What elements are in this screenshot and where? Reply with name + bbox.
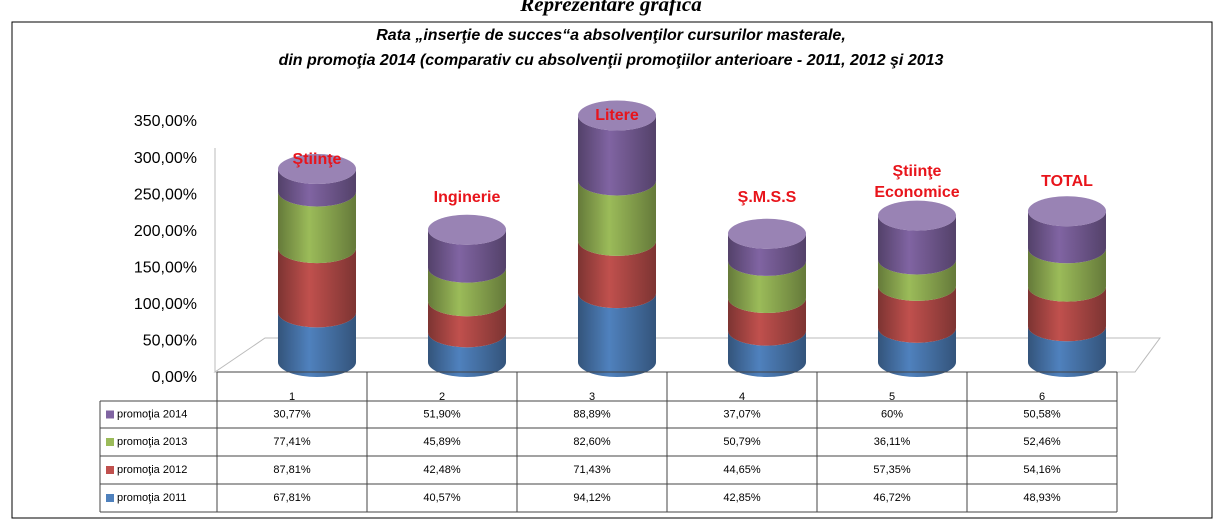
- legend-label: promoţia 2012: [117, 464, 187, 476]
- category-annotation: Ştiinţe: [893, 163, 942, 180]
- cylinder-shade: [728, 330, 806, 377]
- cylinder-shade: [578, 293, 656, 377]
- category-annotation: Economice: [874, 184, 959, 201]
- cylinder-top-light: [878, 200, 956, 231]
- cylinder-shade: [878, 215, 956, 275]
- cylinder-shade: [878, 327, 956, 377]
- cylinder-top: [278, 154, 356, 185]
- cylinder-shade: [1028, 211, 1106, 264]
- cylinder-shade: [428, 332, 506, 377]
- y-tick-label: 0,00%: [152, 369, 197, 386]
- cylinder-top-light: [278, 154, 356, 185]
- legend-label: promoţia 2013: [117, 436, 187, 448]
- chart-frame: [11, 21, 1213, 519]
- table-value: 87,81%: [273, 464, 311, 476]
- table-value: 77,41%: [273, 436, 311, 448]
- chart-title: Rata „inserţie de succes“a absolvenţilor…: [376, 27, 846, 44]
- table-value: 42,85%: [723, 492, 761, 504]
- table-value: 60%: [881, 408, 903, 420]
- cylinder-top-light: [728, 218, 806, 249]
- cylinder-top: [578, 100, 656, 131]
- y-tick-label: 250,00%: [134, 186, 197, 203]
- cylinder-shade: [278, 169, 356, 207]
- cylinder-shade: [1028, 248, 1106, 302]
- cylinder-shade: [878, 259, 956, 301]
- cylinder-top-light: [578, 100, 656, 131]
- cylinder-top-light: [428, 214, 506, 245]
- table-value: 30,77%: [273, 408, 311, 420]
- legend-swatch: [106, 410, 114, 419]
- table-value: 42,48%: [423, 464, 461, 476]
- table-value: 45,89%: [423, 436, 461, 448]
- table-value: 50,58%: [1023, 408, 1061, 420]
- x-tick-label: 3: [589, 391, 595, 403]
- cylinder-shade: [578, 180, 656, 256]
- cylinder-shade: [728, 298, 806, 346]
- category-annotation: Ş.M.S.S: [738, 189, 797, 206]
- table-value: 54,16%: [1023, 464, 1061, 476]
- cylinder-shade: [278, 312, 356, 377]
- cylinder-shade: [278, 248, 356, 328]
- category-annotation: Ştiinţe: [293, 151, 342, 168]
- x-tick-label: 1: [289, 391, 295, 403]
- cylinder-shade: [428, 267, 506, 317]
- x-tick-label: 6: [1039, 391, 1045, 403]
- cylinder-top: [728, 218, 806, 249]
- chart-subtitle: din promoţia 2014 (comparativ cu absolve…: [279, 52, 944, 69]
- table-value: 88,89%: [573, 408, 611, 420]
- legend-swatch: [106, 494, 114, 502]
- table-value: 40,57%: [423, 492, 461, 504]
- cylinder-shade: [728, 233, 806, 276]
- page-heading: Reprezentare grafică: [519, 0, 701, 16]
- y-tick-label: 200,00%: [134, 223, 197, 240]
- y-tick-label: 150,00%: [134, 260, 197, 277]
- legend-label: promoţia 2014: [117, 408, 187, 420]
- cylinder-shade: [1028, 286, 1106, 342]
- x-tick-label: 4: [739, 391, 745, 403]
- cylinder-shade: [1028, 326, 1106, 377]
- cylinder-shade: [278, 191, 356, 264]
- cylinder-shade: [428, 301, 506, 348]
- y-tick-label: 350,00%: [134, 113, 197, 130]
- table-value: 94,12%: [573, 492, 611, 504]
- y-tick-label: 50,00%: [143, 333, 197, 350]
- y-tick-label: 100,00%: [134, 296, 197, 313]
- legend-label: promoţia 2011: [117, 492, 187, 504]
- cylinder-shade: [578, 115, 656, 196]
- table-value: 51,90%: [423, 408, 461, 420]
- cylinder-top: [878, 200, 956, 231]
- table-value: 82,60%: [573, 436, 611, 448]
- category-annotation: Inginerie: [434, 189, 501, 206]
- x-tick-label: 5: [889, 391, 895, 403]
- floor: [213, 337, 1161, 373]
- table-value: 48,93%: [1023, 492, 1061, 504]
- table-value: 71,43%: [573, 464, 611, 476]
- table-value: 36,11%: [874, 436, 911, 448]
- y-tick-label: 300,00%: [134, 150, 197, 167]
- cylinder-top: [428, 214, 506, 245]
- table-value: 52,46%: [1023, 436, 1061, 448]
- table-value: 50,79%: [723, 436, 761, 448]
- cylinder-shade: [728, 260, 806, 313]
- table-value: 57,35%: [873, 464, 911, 476]
- cylinder-shade: [428, 229, 506, 283]
- x-tick-label: 2: [439, 391, 445, 403]
- category-annotation: Litere: [595, 107, 639, 124]
- table-value: 67,81%: [273, 492, 311, 504]
- legend-swatch: [106, 466, 114, 474]
- legend-swatch: [106, 438, 114, 446]
- cylinder-top-light: [1028, 196, 1106, 227]
- cylinder-shade: [578, 240, 656, 309]
- category-annotation: TOTAL: [1041, 173, 1093, 190]
- table-value: 46,72%: [873, 492, 911, 504]
- cylinder-top: [1028, 196, 1106, 227]
- cylinder-shade: [878, 285, 956, 343]
- table-value: 37,07%: [723, 408, 761, 420]
- table-value: 44,65%: [723, 464, 761, 476]
